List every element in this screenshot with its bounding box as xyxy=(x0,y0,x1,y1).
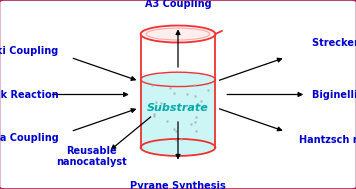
Text: Heck Reaction: Heck Reaction xyxy=(0,90,59,99)
Text: Substrate: Substrate xyxy=(147,103,209,113)
Text: Pyrane Synthesis: Pyrane Synthesis xyxy=(130,181,226,189)
Text: Strecker Synthesis: Strecker Synthesis xyxy=(312,39,356,48)
Text: Sonagashira Coupling: Sonagashira Coupling xyxy=(0,133,59,143)
Polygon shape xyxy=(141,79,215,147)
Ellipse shape xyxy=(141,26,215,43)
Text: Reusable
nanocatalyst: Reusable nanocatalyst xyxy=(56,146,126,167)
Text: Biginelli Reaction: Biginelli Reaction xyxy=(312,90,356,99)
Ellipse shape xyxy=(141,72,215,87)
Text: Suzuki Coupling: Suzuki Coupling xyxy=(0,46,59,56)
Ellipse shape xyxy=(141,139,215,156)
Text: Hantzsch recation: Hantzsch recation xyxy=(299,135,356,145)
Text: A3 Coupling: A3 Coupling xyxy=(145,0,211,9)
